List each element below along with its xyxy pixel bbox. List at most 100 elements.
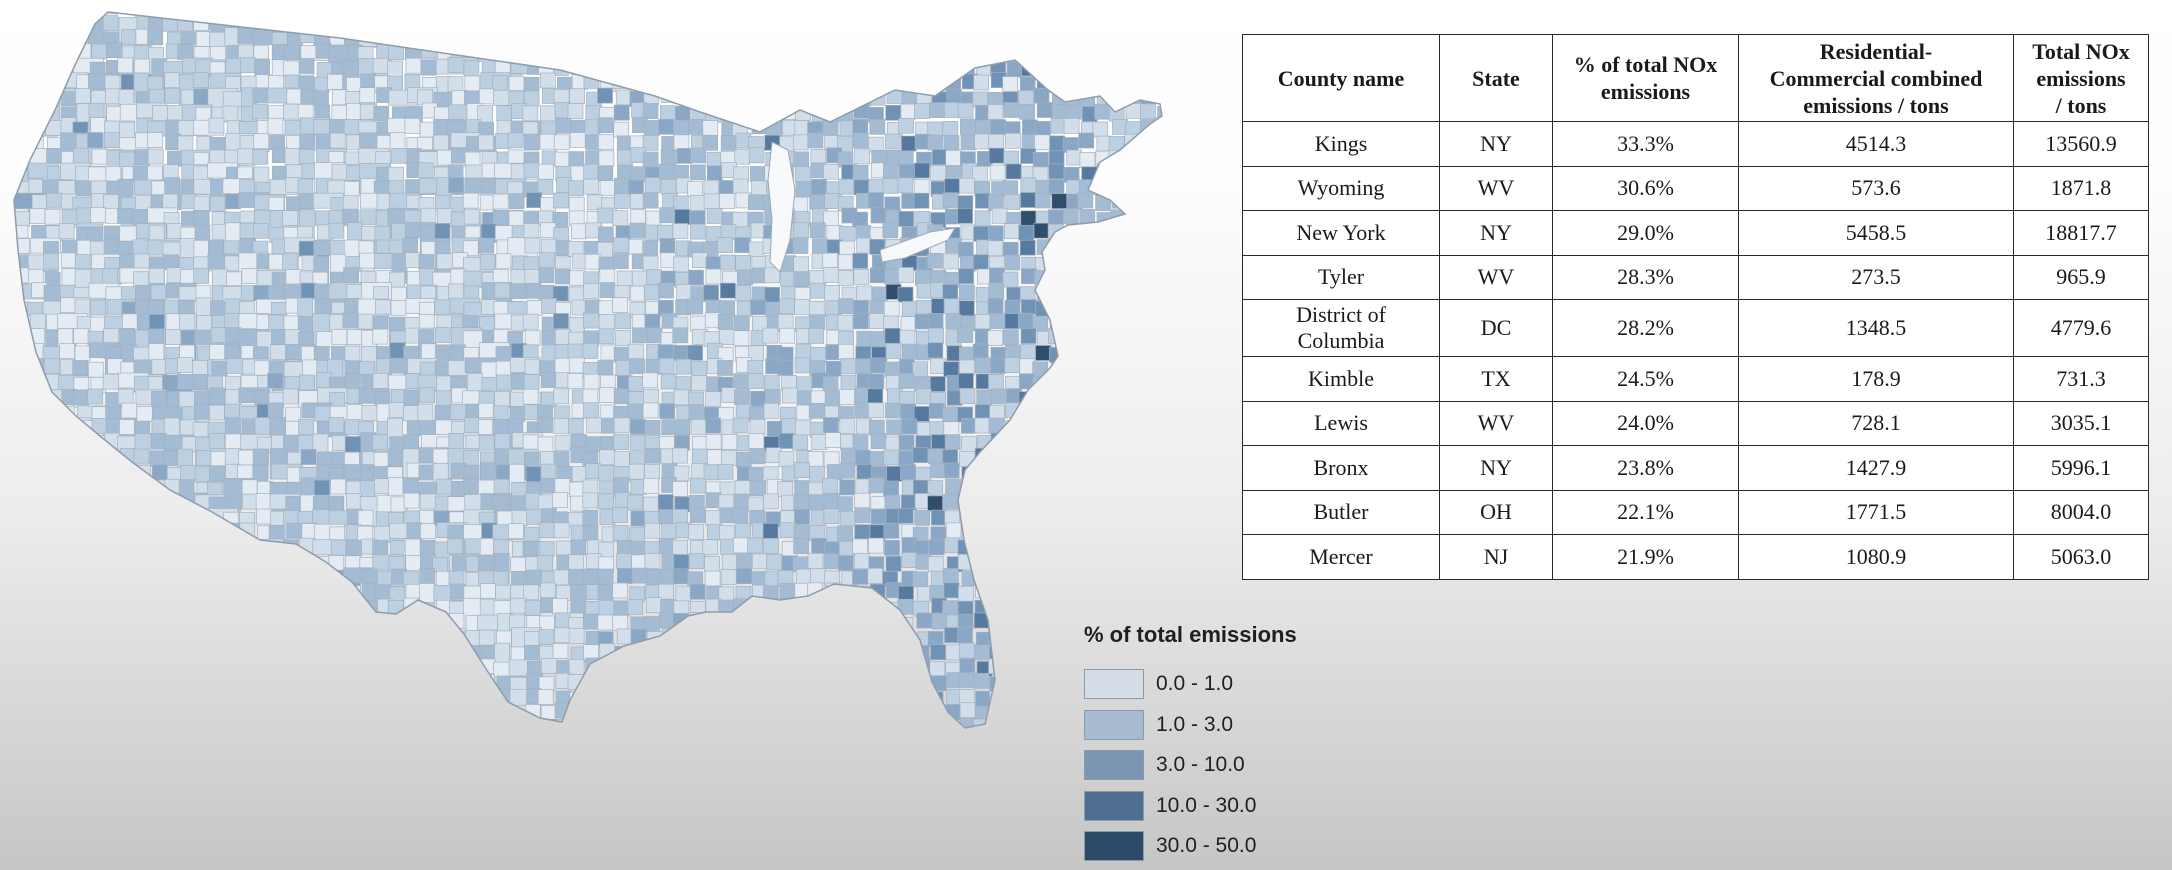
county-region	[192, 556, 209, 572]
county-region	[1049, 508, 1066, 525]
county-region	[975, 690, 992, 707]
county-region	[298, 193, 315, 210]
table-row: New York NY 29.0% 5458.5 18817.7	[1242, 210, 2149, 256]
county-region	[28, 59, 45, 76]
county-region	[1004, 658, 1021, 675]
county-region	[570, 539, 587, 556]
county-region	[14, 359, 15, 376]
county-region	[1063, 61, 1080, 77]
county-region	[794, 44, 810, 61]
county-region	[286, 660, 303, 677]
county-region	[207, 586, 224, 618]
county-region	[14, 627, 33, 659]
county-region	[792, 238, 809, 254]
county-region	[14, 677, 16, 693]
county-region	[808, 29, 824, 46]
county-region	[1048, 163, 1065, 180]
legend-swatch	[1084, 831, 1144, 862]
county-region	[1063, 361, 1079, 378]
county-region	[1079, 152, 1096, 168]
county-region	[884, 133, 901, 150]
county-region	[1018, 751, 1033, 760]
county-region	[705, 268, 722, 285]
county-region	[239, 601, 255, 618]
county-region	[256, 736, 271, 760]
county-region	[567, 418, 584, 435]
county-region	[1140, 238, 1157, 255]
county-region	[975, 552, 992, 569]
county-region	[450, 404, 467, 420]
county-region	[223, 312, 240, 329]
county-region	[614, 177, 630, 194]
county-region	[105, 508, 137, 524]
cell-pct: 23.8%	[1552, 445, 1739, 491]
county-region	[989, 15, 1006, 31]
county-region	[331, 737, 361, 752]
county-region	[1139, 147, 1156, 164]
county-region	[1050, 478, 1066, 495]
county-region	[105, 466, 137, 483]
county-region	[193, 165, 209, 182]
county-region	[688, 119, 704, 135]
county-region	[345, 703, 362, 719]
county-region	[554, 329, 571, 345]
county-region	[224, 553, 241, 570]
county-region	[583, 644, 600, 660]
county-region	[690, 164, 706, 181]
county-region	[1139, 582, 1155, 598]
county-region	[433, 660, 450, 692]
county-region	[1078, 132, 1095, 149]
county-region	[749, 104, 766, 120]
county-region	[376, 570, 393, 587]
county-region	[1126, 269, 1142, 286]
county-region	[900, 464, 916, 480]
county-region	[195, 571, 227, 602]
county-region	[1154, 328, 1162, 345]
county-region	[1066, 571, 1083, 588]
county-region	[405, 57, 422, 74]
county-region	[733, 537, 749, 554]
county-region	[869, 313, 885, 329]
county-region	[885, 643, 902, 660]
county-region	[1185, 0, 1190, 14]
county-region	[510, 584, 526, 601]
county-region	[584, 253, 601, 270]
county-region	[781, 12, 798, 29]
county-region	[597, 165, 614, 182]
county-region	[181, 749, 196, 760]
county-region	[748, 194, 764, 211]
county-region	[181, 673, 198, 690]
county-region	[734, 237, 750, 253]
table-row: Lewis WV 24.0% 728.1 3035.1	[1242, 400, 2149, 446]
county-region	[181, 688, 197, 720]
county-region	[1066, 12, 1082, 13]
county-region	[792, 434, 809, 451]
county-region	[76, 749, 91, 760]
county-region	[599, 449, 615, 466]
county-region	[898, 211, 914, 227]
emissions-table: County name State % of total NOx emission…	[1242, 34, 2149, 580]
county-region	[15, 75, 31, 92]
county-region	[959, 658, 976, 675]
county-region	[616, 691, 632, 708]
county-region	[1004, 357, 1021, 374]
county-region	[839, 688, 856, 704]
county-region	[718, 60, 735, 76]
county-region	[346, 616, 363, 632]
county-region	[45, 601, 77, 617]
county-region	[959, 284, 975, 301]
county-region	[1154, 253, 1162, 269]
county-region	[58, 748, 88, 760]
county-region	[1093, 583, 1109, 599]
county-region	[736, 734, 751, 749]
county-region	[104, 88, 121, 105]
county-region	[751, 630, 768, 647]
county-region	[688, 75, 705, 92]
county-region	[165, 329, 182, 345]
county-region	[912, 361, 928, 378]
county-region	[1185, 268, 1190, 283]
county-region	[17, 568, 33, 600]
county-region	[750, 166, 766, 182]
county-region	[118, 583, 150, 600]
county-region	[538, 629, 555, 646]
